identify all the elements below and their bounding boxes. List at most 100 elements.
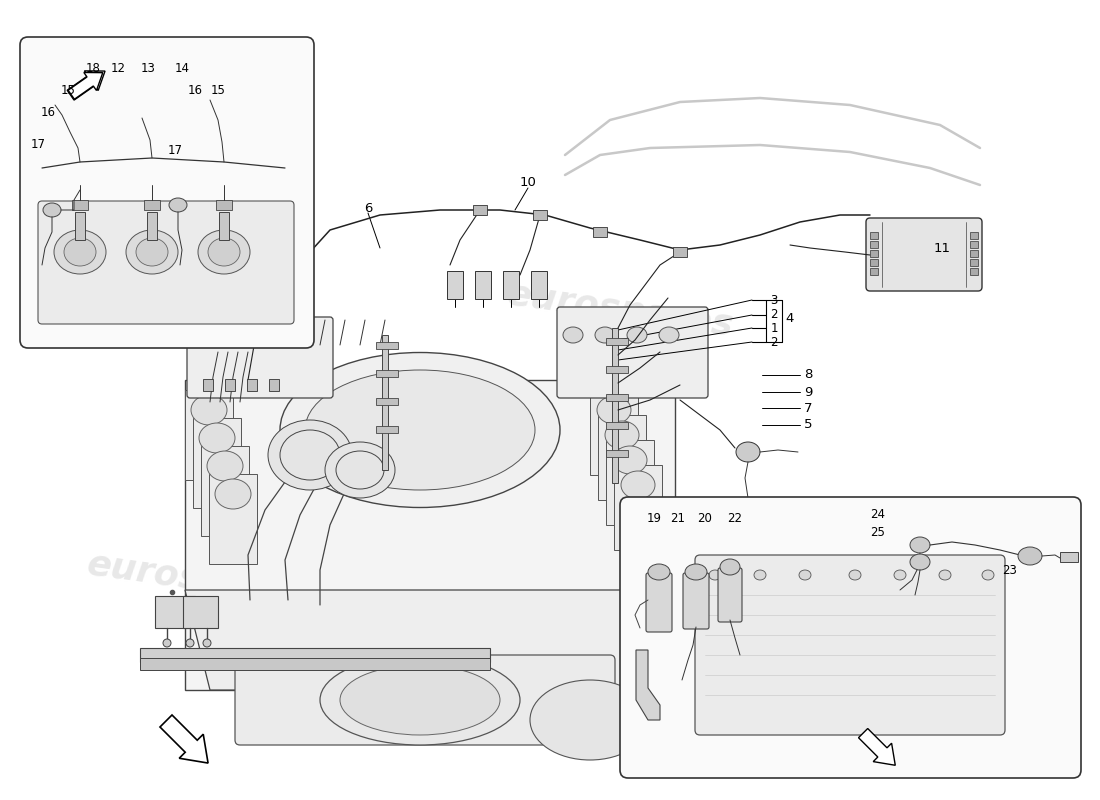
Ellipse shape xyxy=(340,665,500,735)
Text: 22: 22 xyxy=(727,511,742,525)
FancyBboxPatch shape xyxy=(187,317,333,398)
Bar xyxy=(155,596,195,628)
Bar xyxy=(185,390,233,480)
Polygon shape xyxy=(67,71,104,100)
Ellipse shape xyxy=(597,396,631,424)
Text: 4: 4 xyxy=(785,311,794,325)
FancyBboxPatch shape xyxy=(646,573,672,632)
Ellipse shape xyxy=(208,238,240,266)
Bar xyxy=(185,380,675,690)
Text: eurospares: eurospares xyxy=(505,278,736,342)
Bar xyxy=(382,335,388,470)
Bar xyxy=(870,268,878,275)
Ellipse shape xyxy=(849,570,861,580)
Bar xyxy=(226,379,235,391)
Bar xyxy=(140,658,490,670)
Text: eurospares: eurospares xyxy=(505,547,736,613)
Bar xyxy=(870,250,878,257)
Bar xyxy=(870,241,878,248)
FancyBboxPatch shape xyxy=(683,573,710,629)
Text: 19: 19 xyxy=(647,511,661,525)
Bar xyxy=(870,232,878,239)
Bar xyxy=(144,200,159,210)
Polygon shape xyxy=(185,590,675,690)
Ellipse shape xyxy=(169,198,187,212)
Bar xyxy=(376,342,398,349)
Bar xyxy=(1060,552,1078,562)
Bar xyxy=(606,394,628,401)
FancyBboxPatch shape xyxy=(718,568,743,622)
Bar xyxy=(606,338,628,345)
Ellipse shape xyxy=(720,559,740,575)
Text: 25: 25 xyxy=(870,526,886,538)
Text: 13: 13 xyxy=(141,62,155,74)
Bar xyxy=(970,250,978,257)
Ellipse shape xyxy=(320,655,520,745)
Polygon shape xyxy=(858,729,895,766)
Bar xyxy=(531,271,547,299)
Ellipse shape xyxy=(910,537,930,553)
Text: 17: 17 xyxy=(167,143,183,157)
Ellipse shape xyxy=(64,238,96,266)
Bar xyxy=(606,450,628,457)
Ellipse shape xyxy=(910,554,930,570)
Text: 21: 21 xyxy=(671,511,685,525)
Ellipse shape xyxy=(199,423,235,453)
Ellipse shape xyxy=(530,680,650,760)
Bar xyxy=(970,232,978,239)
Ellipse shape xyxy=(268,420,352,490)
Ellipse shape xyxy=(982,570,994,580)
Ellipse shape xyxy=(799,570,811,580)
Ellipse shape xyxy=(198,230,250,274)
Bar xyxy=(606,366,628,373)
Text: eurospares: eurospares xyxy=(85,547,316,613)
Text: 10: 10 xyxy=(519,177,537,190)
Ellipse shape xyxy=(186,639,194,647)
Text: 3: 3 xyxy=(770,294,778,306)
Bar xyxy=(970,268,978,275)
Polygon shape xyxy=(160,715,208,763)
Ellipse shape xyxy=(648,564,670,580)
Bar xyxy=(590,390,638,475)
Bar xyxy=(219,212,229,240)
Bar xyxy=(593,227,607,237)
Bar xyxy=(183,596,218,628)
Ellipse shape xyxy=(191,395,227,425)
Text: 12: 12 xyxy=(110,62,125,74)
Bar xyxy=(598,415,646,500)
Bar xyxy=(376,426,398,433)
Bar xyxy=(612,328,618,483)
Text: 16: 16 xyxy=(41,106,55,118)
Ellipse shape xyxy=(207,451,243,481)
Bar xyxy=(75,212,85,240)
Ellipse shape xyxy=(163,639,170,647)
Ellipse shape xyxy=(894,570,906,580)
Ellipse shape xyxy=(305,370,535,490)
Ellipse shape xyxy=(126,230,178,274)
Text: 1: 1 xyxy=(770,322,778,334)
Ellipse shape xyxy=(214,479,251,509)
FancyBboxPatch shape xyxy=(557,307,708,398)
FancyBboxPatch shape xyxy=(235,655,615,745)
Bar xyxy=(534,210,547,220)
Text: 16: 16 xyxy=(187,83,202,97)
Bar xyxy=(201,446,249,536)
Text: 2: 2 xyxy=(770,309,778,322)
FancyBboxPatch shape xyxy=(866,218,982,291)
Text: 23: 23 xyxy=(1002,563,1018,577)
Bar xyxy=(209,474,257,564)
Text: 18: 18 xyxy=(86,62,100,74)
Bar xyxy=(614,465,662,550)
FancyBboxPatch shape xyxy=(620,497,1081,778)
Bar xyxy=(673,247,688,257)
Bar xyxy=(216,200,232,210)
Bar xyxy=(503,271,519,299)
Text: 7: 7 xyxy=(804,402,812,414)
Bar xyxy=(606,422,628,429)
Ellipse shape xyxy=(659,327,679,343)
Ellipse shape xyxy=(280,353,560,507)
Text: 15: 15 xyxy=(60,83,76,97)
Ellipse shape xyxy=(324,442,395,498)
Bar xyxy=(473,205,487,215)
Text: 5: 5 xyxy=(804,418,812,431)
